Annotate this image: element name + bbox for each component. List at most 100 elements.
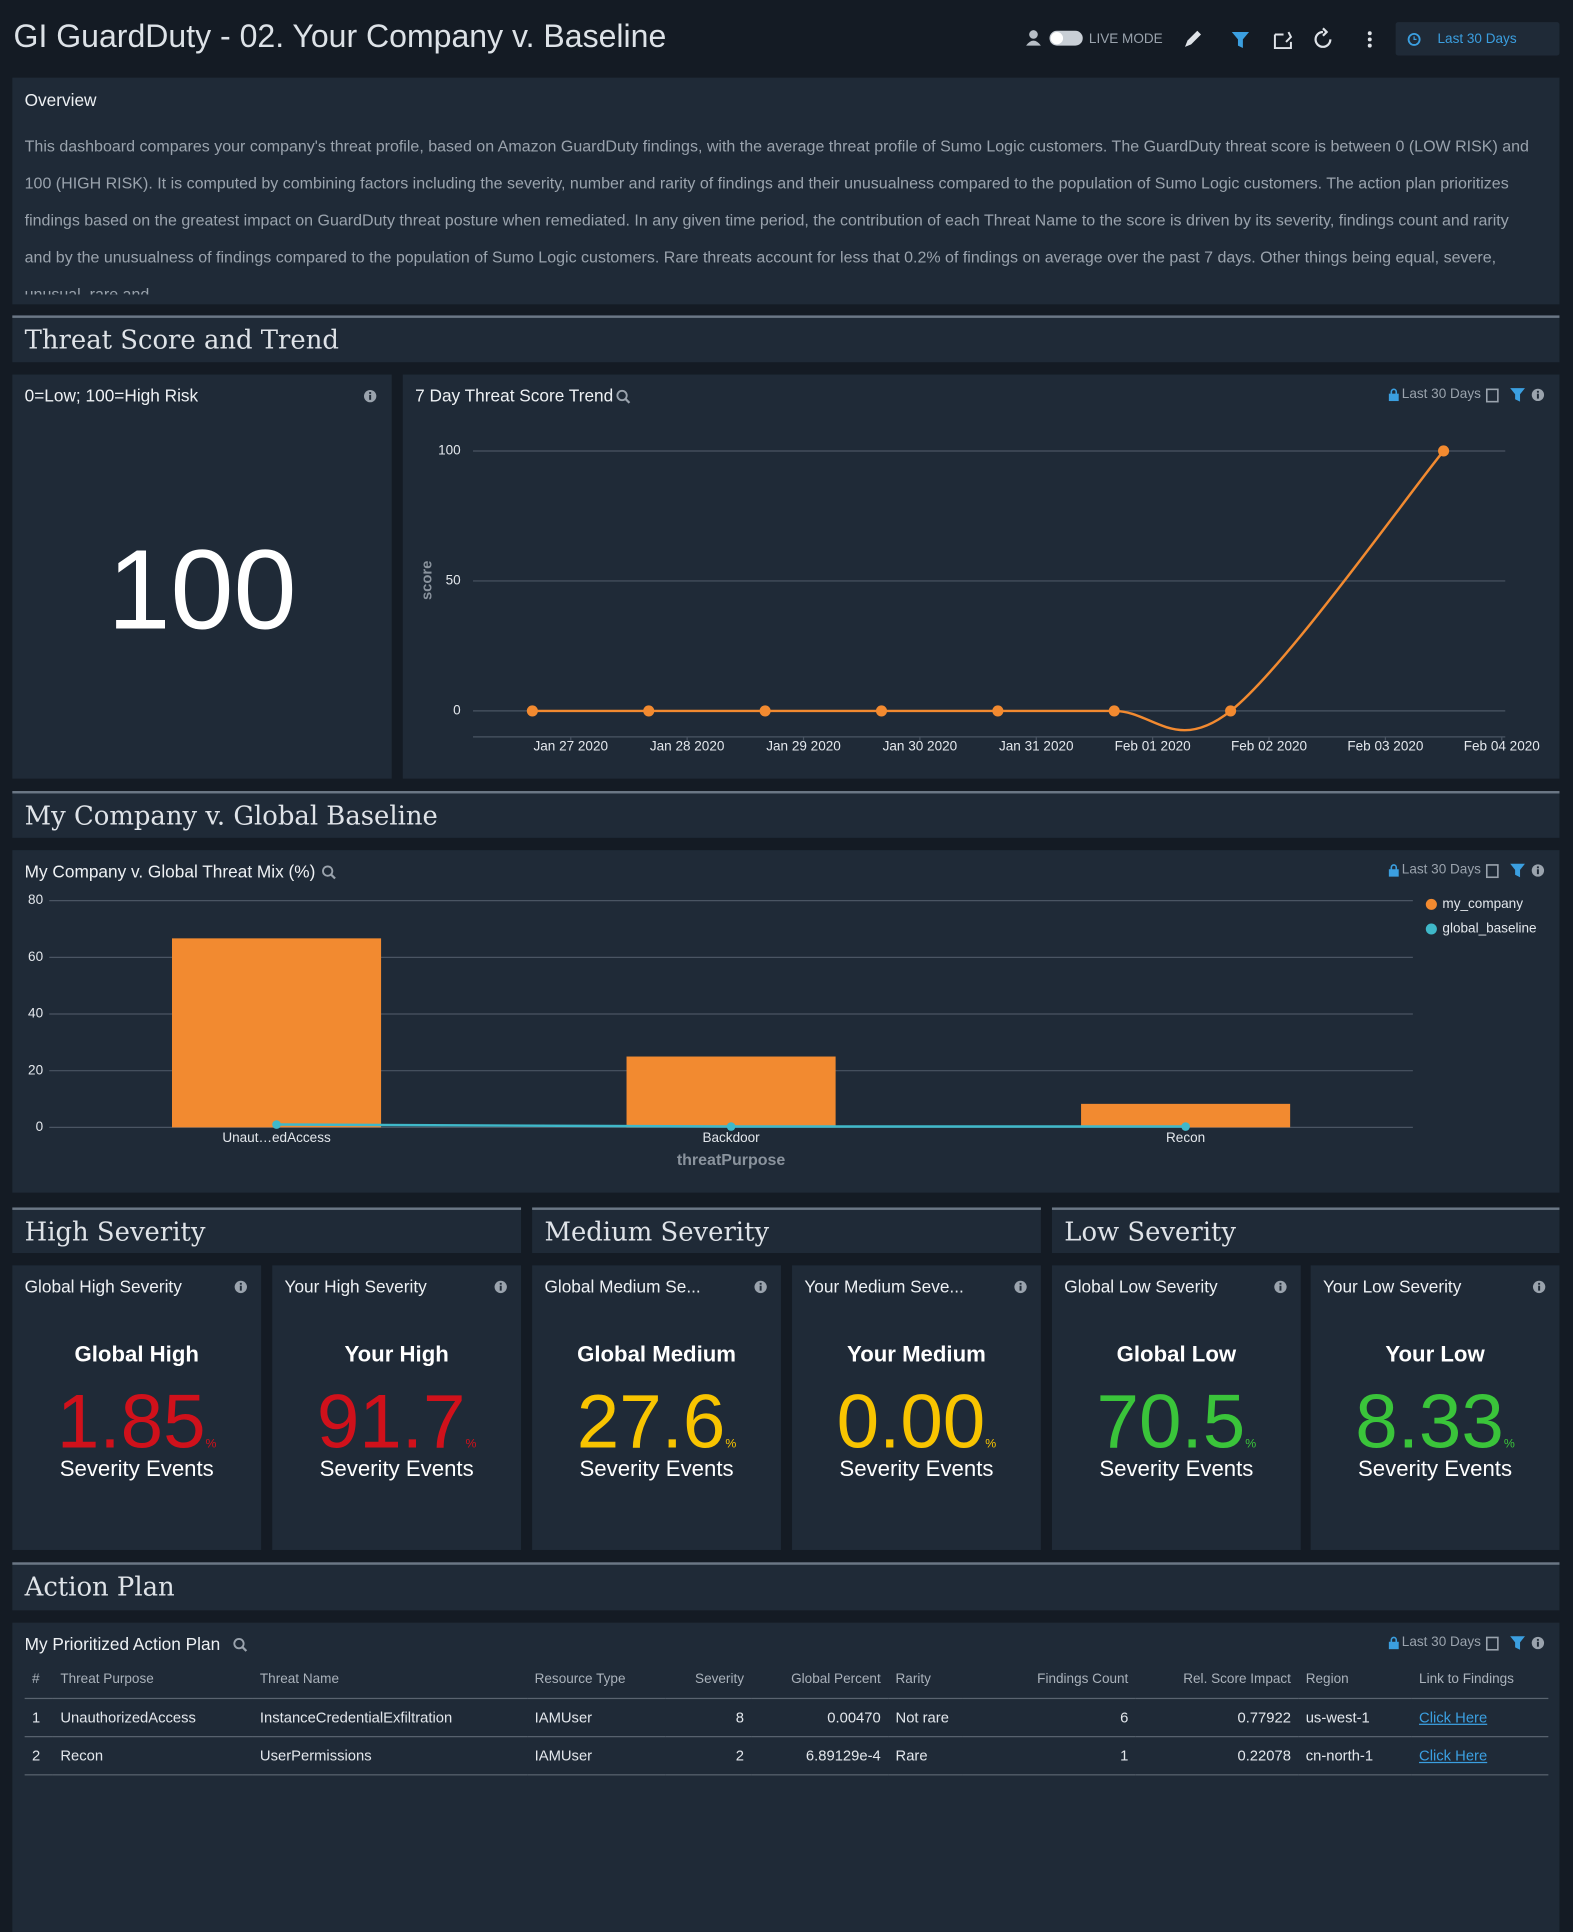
zoom-icon[interactable] [233,1637,248,1652]
table-cell: Not rare [888,1698,963,1738]
info-icon[interactable] [1532,1280,1546,1294]
panel-title: 0=Low; 100=High Risk [24,385,199,406]
table-cell: Recon [52,1736,253,1776]
bar [626,1056,836,1128]
copy-icon[interactable] [1485,864,1499,879]
table-row: 1 UnauthorizedAccess InstanceCredentialExf… [24,1698,1549,1738]
copy-icon[interactable] [1485,388,1499,403]
table-cell: Click Here [1411,1736,1549,1776]
panel-title: Your Medium Seve... [804,1276,964,1297]
info-icon[interactable] [1274,1280,1288,1294]
tile-caption: Severity Events [1099,1456,1254,1481]
trend-point [759,705,771,717]
info-icon[interactable] [1014,1280,1028,1294]
panel-title: Your Low Severity [1322,1276,1462,1297]
zoom-icon[interactable] [321,865,336,880]
panel-title: My Prioritized Action Plan [24,1633,221,1654]
tile-value: 0.00 [836,1379,986,1465]
info-icon[interactable] [494,1280,508,1294]
filter-icon[interactable] [1510,863,1525,878]
tile-unit: % [725,1437,737,1452]
table-cell: cn-north-1 [1298,1736,1412,1776]
trend-line [532,450,1445,732]
table-cell: 1 [962,1736,1136,1776]
info-mark [1536,1641,1539,1647]
trend-point [1225,705,1237,717]
lock-shackle [1390,864,1398,870]
column-header: Rarity [888,1660,963,1700]
findings-link[interactable]: Click Here [1419,1747,1488,1765]
tile-value-row: 8.33% [1311,1380,1560,1488]
tile-caption: Severity Events [579,1456,734,1481]
edit-icon[interactable] [1184,30,1202,47]
table-cell: IAMUser [527,1698,666,1738]
column-header: Threat Purpose [52,1660,253,1700]
info-mark [1538,1285,1541,1291]
x-tick-label: Jan 31 2020 [999,738,1074,753]
tile-heading: Your Medium [847,1341,986,1367]
table-cell: IAMUser [527,1736,666,1776]
score-panel: 0=Low; 100=High Risk 100 [12,374,392,779]
refresh-icon[interactable] [1314,27,1332,48]
info-icon[interactable] [754,1280,768,1294]
share-icon[interactable] [1273,31,1293,50]
more-icon[interactable] [1367,31,1372,48]
info-mark [1536,393,1539,399]
legend-label[interactable]: global_baseline [1442,921,1536,936]
panel-title: Global High Severity [24,1276,182,1297]
info-icon[interactable] [363,389,377,403]
column-header: Region [1298,1660,1412,1700]
panel-title: My Company v. Global Threat Mix (%) [24,861,316,881]
table-cell: Click Here [1411,1698,1549,1738]
trend-point [526,705,538,717]
zoom-lens [233,1638,245,1650]
info-icon[interactable] [1531,1636,1545,1650]
info-dot [1536,390,1539,393]
info-icon[interactable] [1531,388,1545,402]
legend-marker[interactable] [1425,898,1437,910]
column-header: Findings Count [962,1660,1136,1700]
trend-panel: 7 Day Threat Score Trend Last 30 Days 0 50 1… [402,374,1560,779]
panel-title: Global Low Severity [1064,1276,1218,1297]
column-header: # [24,1660,53,1700]
table-cell: 6.89129e-4 [751,1736,889,1776]
x-tick-label: Jan 30 2020 [883,738,958,753]
column-header: Link to Findings [1411,1660,1549,1700]
legend-marker[interactable] [1425,923,1437,935]
tile-unit: % [1503,1437,1515,1452]
threat-mix-chart: 0 20 40 60 80 Unaut…edAccess Backdoor Recon thre… [28,892,1537,1169]
filter-icon[interactable] [1510,388,1525,402]
time-range-picker[interactable]: Last 30 Days [1395,22,1560,56]
tile-value-row: 70.5% [1052,1380,1301,1488]
info-dot [1536,866,1539,869]
tile-value-row: 1.85% [12,1380,261,1488]
trend-point [992,705,1004,717]
x-tick-label: Feb 02 2020 [1231,738,1307,753]
table-cell: 0.00470 [751,1698,889,1738]
tile-caption: Severity Events [1358,1456,1513,1481]
trend-point [875,705,888,717]
y-tick-label: 40 [28,1006,43,1021]
legend-label[interactable]: my_company [1442,896,1523,911]
filter-icon[interactable] [1510,1636,1525,1650]
copy-icon[interactable] [1485,1636,1499,1651]
x-tick-label: Feb 04 2020 [1464,738,1540,753]
info-mark [499,1285,502,1291]
table-cell: 0.77922 [1135,1698,1299,1738]
findings-link[interactable]: Click Here [1419,1708,1488,1727]
dashboard-title: GI GuardDuty - 02. Your Company v. Basel… [13,17,667,55]
tile-unit: % [1245,1437,1257,1452]
panel-title: Global Medium Se... [544,1276,701,1297]
info-icon[interactable] [1531,864,1545,878]
bar [1081,1103,1291,1128]
info-icon[interactable] [234,1280,248,1294]
info-dot [369,392,372,394]
zoom-icon[interactable] [616,389,631,404]
filter-icon[interactable] [1231,32,1250,49]
header-toolbar [1184,27,1372,50]
live-mode-toggle[interactable] [1022,25,1096,55]
table-head: # Threat Purpose Threat Name Resource Type S… [24,1660,1549,1700]
info-dot [1538,1282,1541,1285]
x-tick-label: Backdoor [702,1130,760,1145]
x-tick-label: Jan 27 2020 [533,738,608,753]
